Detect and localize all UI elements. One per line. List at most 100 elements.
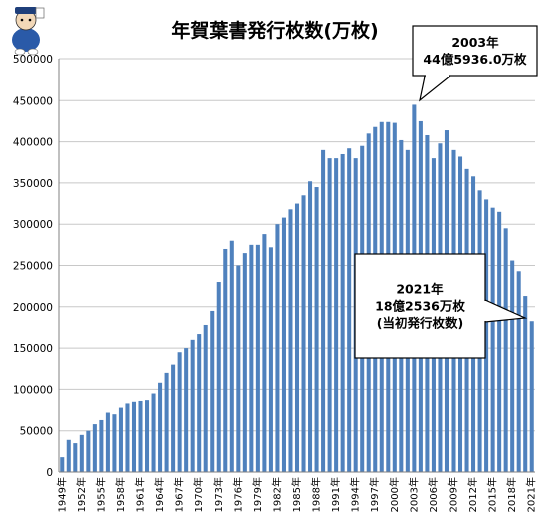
bar <box>158 382 163 472</box>
mascot-logo <box>12 7 45 56</box>
bar <box>229 240 234 472</box>
x-tick-label: 1973年 <box>212 477 225 512</box>
x-tick-label: 2003年 <box>407 477 420 512</box>
bar <box>184 348 189 472</box>
x-tick-label: 1970年 <box>192 477 205 512</box>
bar <box>190 339 195 472</box>
bar <box>210 310 215 472</box>
bar <box>164 372 169 472</box>
bar <box>497 211 502 472</box>
bar <box>105 412 110 472</box>
x-tick-label: 1994年 <box>349 477 362 512</box>
bar <box>249 244 254 472</box>
bar <box>171 364 176 472</box>
y-tick-label: 300000 <box>13 219 53 231</box>
bar <box>308 181 313 473</box>
bar <box>484 199 489 473</box>
x-tick-label: 2018年 <box>505 477 518 512</box>
bar <box>262 234 267 472</box>
bar <box>314 187 319 472</box>
x-tick-label: 1958年 <box>114 477 127 512</box>
x-tick-label: 1985年 <box>290 477 303 512</box>
bar <box>203 324 208 472</box>
x-tick-label: 2000年 <box>388 477 401 512</box>
bar <box>288 209 293 472</box>
callout-2003: 2003年 44億5936.0万枚 <box>412 25 538 102</box>
bar <box>216 282 221 472</box>
bar <box>490 207 495 472</box>
bar <box>503 228 508 472</box>
x-tick-label: 1988年 <box>310 477 323 512</box>
bar <box>151 393 156 472</box>
bar <box>66 439 71 472</box>
bar <box>321 149 326 473</box>
bar <box>510 260 515 472</box>
bar <box>327 158 332 472</box>
y-axis-ticks: 0 50000 100000 150000 200000 250000 300000 3500… <box>13 54 53 479</box>
y-tick-label: 400000 <box>13 137 53 149</box>
x-tick-label: 2015年 <box>486 477 499 512</box>
bar <box>99 419 104 472</box>
y-tick-label: 350000 <box>13 178 53 190</box>
bar <box>197 334 202 472</box>
bar <box>73 443 78 472</box>
bar <box>242 253 247 472</box>
bar <box>79 434 84 472</box>
bar <box>294 203 300 473</box>
y-tick-label: 450000 <box>13 95 53 107</box>
bar <box>118 407 123 472</box>
y-tick-label: 50000 <box>20 426 53 438</box>
x-tick-label: 2012年 <box>466 477 479 512</box>
bar <box>529 321 534 472</box>
callout-text: 2003年 <box>451 35 499 50</box>
bar <box>223 248 228 472</box>
bar <box>177 352 182 472</box>
y-tick-label: 0 <box>46 467 53 479</box>
y-tick-label: 500000 <box>13 54 53 66</box>
bar <box>86 430 91 472</box>
x-tick-label: 2006年 <box>427 477 440 512</box>
bar <box>125 403 130 472</box>
bar <box>236 265 241 472</box>
x-tick-label: 1976年 <box>231 477 244 512</box>
bar <box>334 158 339 472</box>
x-tick-label: 1961年 <box>134 477 147 512</box>
bar <box>131 401 137 472</box>
x-tick-label: 2021年 <box>525 477 538 512</box>
bar <box>516 271 521 472</box>
x-tick-label: 1979年 <box>251 477 264 512</box>
bar <box>92 424 97 472</box>
x-tick-label: 1967年 <box>173 477 186 512</box>
y-tick-label: 150000 <box>13 343 53 355</box>
bar <box>138 400 143 472</box>
y-tick-label: 250000 <box>13 261 53 273</box>
x-tick-label: 1955年 <box>94 477 107 512</box>
x-tick-label: 1952年 <box>75 477 88 512</box>
bar <box>112 414 117 472</box>
bar <box>281 217 286 472</box>
y-tick-label: 200000 <box>13 302 53 314</box>
callouts: 2003年 44億5936.0万枚 2021年 18億2536万枚 (当初発行枚数) <box>354 25 538 359</box>
callout-text: (当初発行枚数) <box>377 316 463 331</box>
bar <box>301 195 306 473</box>
bar <box>340 153 345 473</box>
callout-text: 18億2536万枚 <box>375 299 465 314</box>
x-tick-label: 1982年 <box>270 477 283 512</box>
x-tick-label: 2009年 <box>446 477 459 512</box>
bar <box>255 244 260 472</box>
bar <box>60 457 65 472</box>
x-tick-label: 1991年 <box>329 477 342 512</box>
x-tick-label: 1964年 <box>153 477 166 512</box>
bar <box>275 224 280 472</box>
bar <box>523 296 528 472</box>
callout-2021: 2021年 18億2536万枚 (当初発行枚数) <box>354 253 528 359</box>
bar <box>145 400 150 472</box>
chart-title: 年賀葉書発行枚数(万枚) <box>171 19 378 42</box>
x-tick-label: 1997年 <box>368 477 381 512</box>
y-tick-label: 100000 <box>13 384 53 396</box>
callout-text: 44億5936.0万枚 <box>423 52 527 67</box>
x-tick-label: 1949年 <box>55 477 68 512</box>
bar <box>347 148 352 472</box>
x-axis-ticks: 1949年 1952年 1955年 1958年 1961年 1964年 1967年 1970年… <box>55 477 537 512</box>
